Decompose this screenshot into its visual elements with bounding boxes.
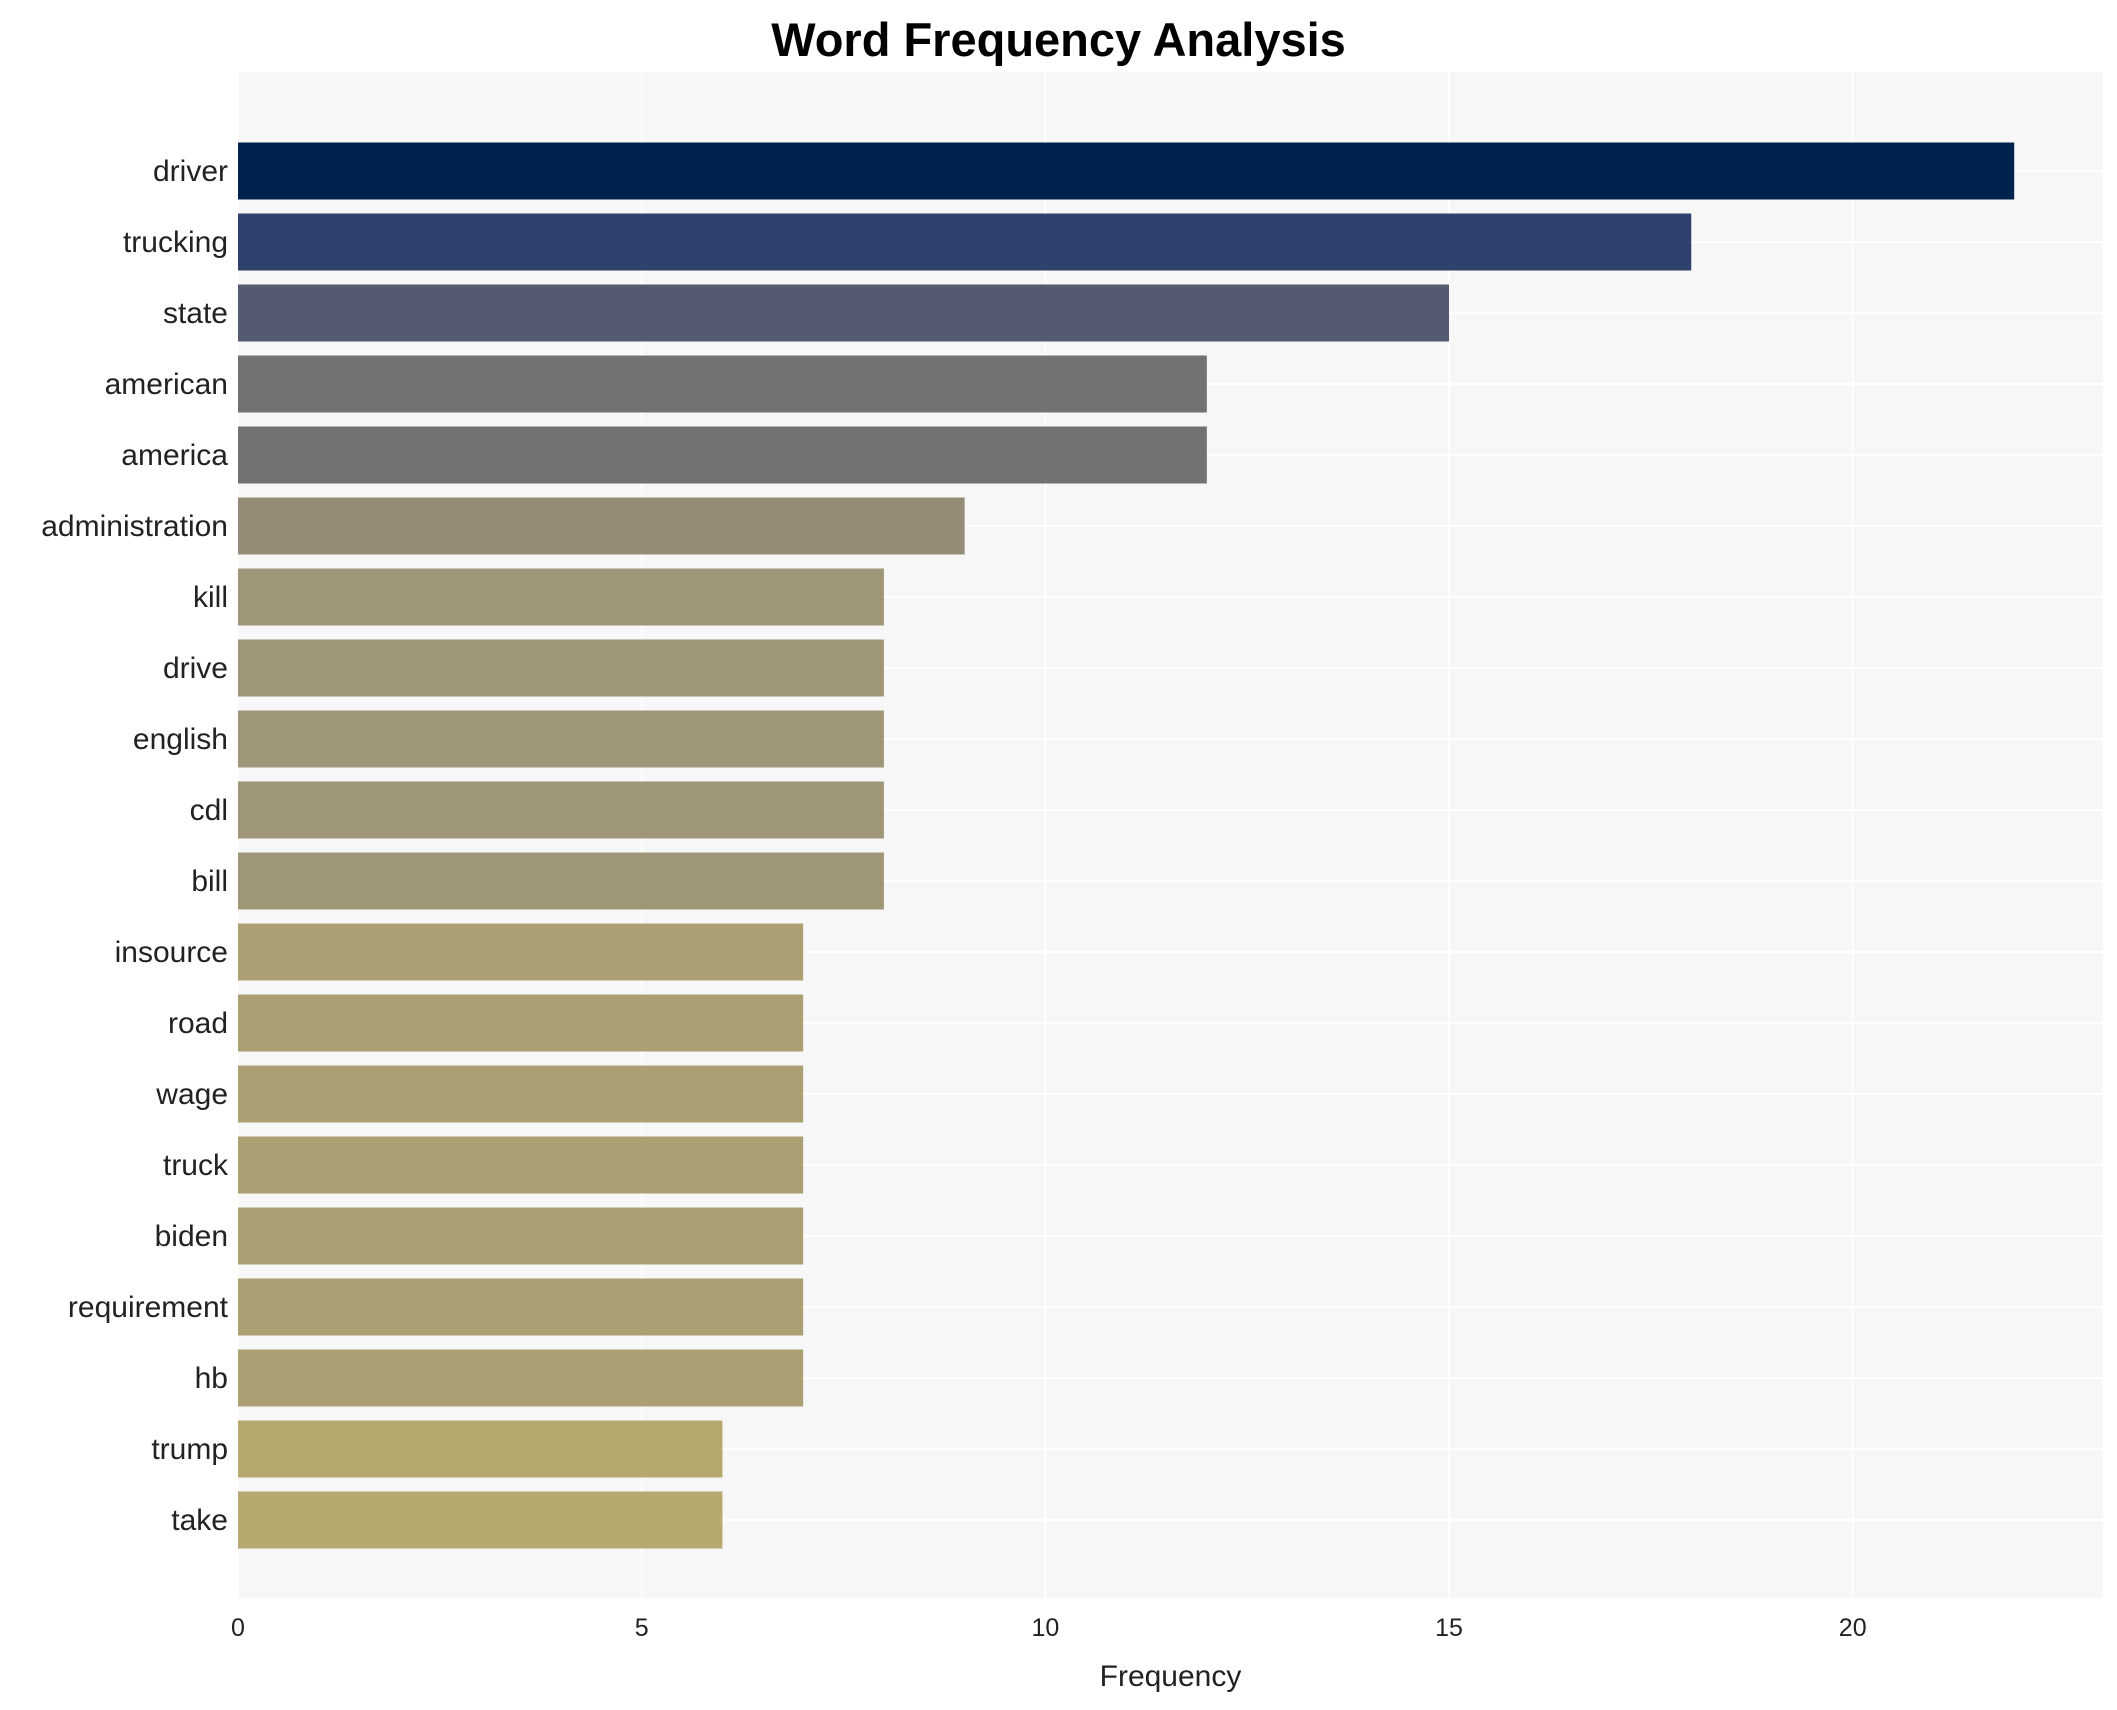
bar-road <box>238 994 804 1052</box>
y-tick-label: america <box>121 439 228 472</box>
y-tick-label: cdl <box>190 794 228 827</box>
y-tick-label: requirement <box>68 1291 229 1324</box>
bar-trucking <box>238 213 1692 271</box>
y-tick-label: truck <box>163 1149 229 1182</box>
x-axis-label: Frequency <box>1100 1660 1242 1693</box>
x-tick-label: 20 <box>1839 1614 1867 1642</box>
y-tick-label: driver <box>153 155 228 188</box>
y-tick-label: wage <box>155 1078 228 1111</box>
x-tick-label: 0 <box>231 1614 245 1642</box>
bar-hb <box>238 1349 804 1407</box>
bar-requirement <box>238 1278 804 1336</box>
y-tick-label: state <box>163 297 228 330</box>
y-tick-label: hb <box>195 1362 228 1395</box>
y-tick-label: take <box>171 1504 228 1537</box>
y-tick-label: insource <box>115 936 228 969</box>
bar-bill <box>238 852 884 910</box>
bar-take <box>238 1491 723 1549</box>
y-tick-label: kill <box>193 581 228 614</box>
y-tick-label: road <box>168 1007 228 1040</box>
x-tick-label: 10 <box>1031 1614 1059 1642</box>
y-tick-label: bill <box>191 865 228 898</box>
bar-english <box>238 710 884 768</box>
y-tick-label: trump <box>151 1433 228 1466</box>
bar-america <box>238 426 1207 484</box>
bar-insource <box>238 923 804 981</box>
bar-biden <box>238 1207 804 1265</box>
bar-state <box>238 284 1450 342</box>
y-tick-label: trucking <box>123 226 228 259</box>
y-tick-label: american <box>105 368 228 401</box>
bar-drive <box>238 639 884 697</box>
y-tick-label: english <box>133 723 228 756</box>
bar-american <box>238 355 1207 413</box>
x-tick-label: 15 <box>1435 1614 1463 1642</box>
bar-trump <box>238 1420 723 1478</box>
bar-kill <box>238 568 884 626</box>
y-tick-label: drive <box>163 652 228 685</box>
bar-truck <box>238 1136 804 1194</box>
chart-title: Word Frequency Analysis <box>771 13 1346 66</box>
bar-driver <box>238 142 2015 200</box>
bar-wage <box>238 1065 804 1123</box>
y-tick-label: biden <box>155 1220 228 1253</box>
y-tick-label: administration <box>41 510 228 543</box>
bar-administration <box>238 497 965 555</box>
bar-cdl <box>238 781 884 839</box>
x-tick-label: 5 <box>635 1614 649 1642</box>
